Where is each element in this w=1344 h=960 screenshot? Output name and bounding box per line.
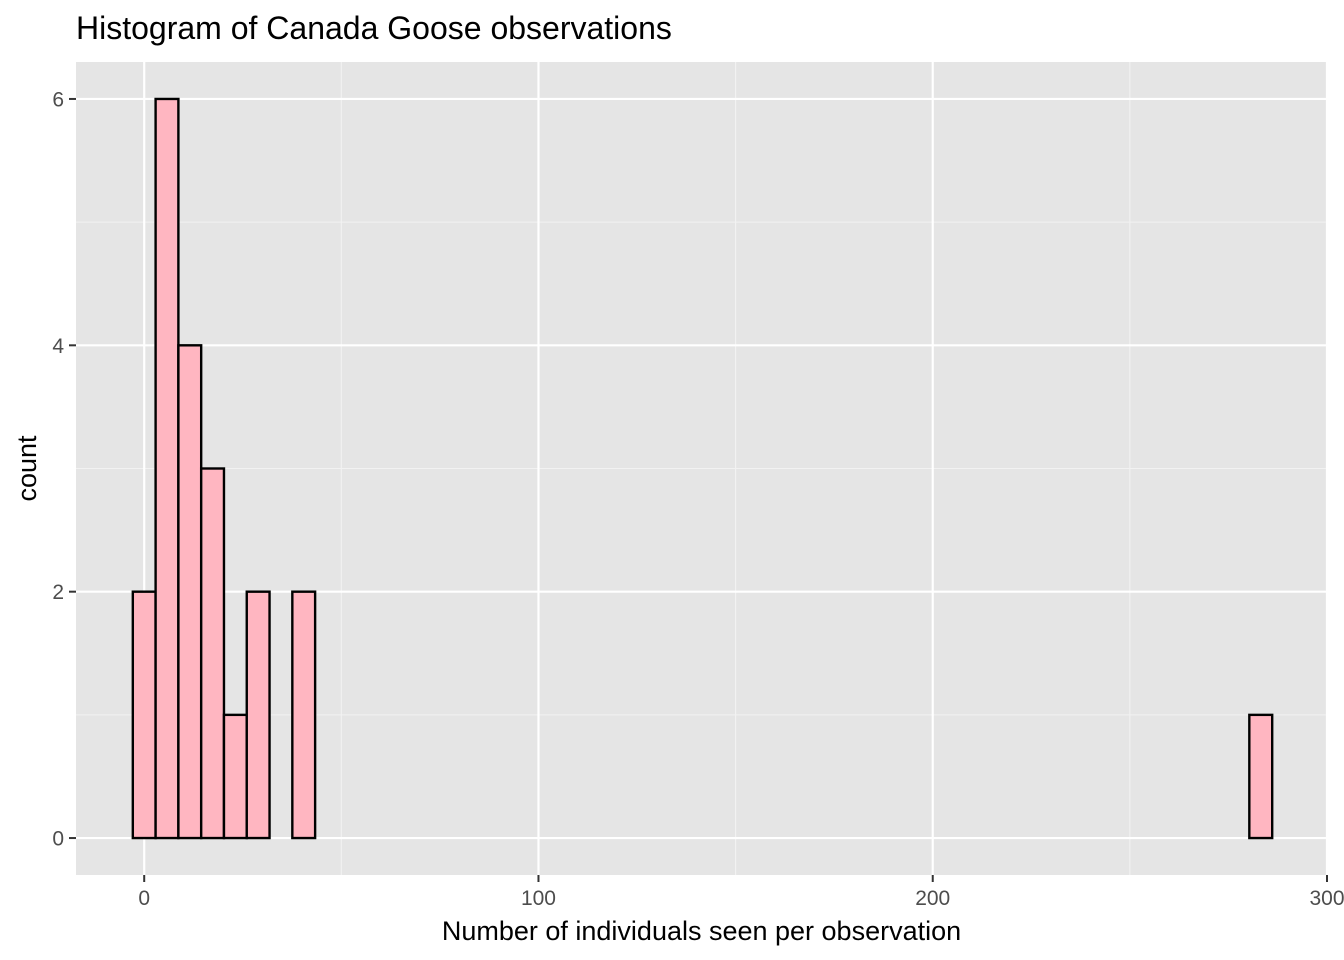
minor-gridlines [76,62,1327,875]
x-axis-ticks: 0 100 200 300 [138,875,1344,910]
x-tick-label: 200 [915,887,950,910]
histogram-bar [199,467,226,840]
chart-title: Histogram of Canada Goose observations [76,10,672,46]
histogram-bar [154,97,180,840]
histogram-bars [131,97,1274,840]
y-axis-title: count [12,435,42,502]
histogram-bar [222,713,248,840]
histogram-bar [1248,713,1274,840]
y-axis-ticks: 0 2 4 6 [52,88,76,851]
y-tick-label: 4 [52,335,64,358]
major-gridlines [76,62,1329,875]
y-tick-label: 6 [52,88,64,111]
y-tick-label: 0 [52,828,64,851]
x-tick-label: 100 [521,887,556,910]
histogram-bar [245,590,271,840]
y-tick-label: 2 [52,581,64,604]
x-axis-title: Number of individuals seen per observati… [442,916,961,946]
x-tick-label: 0 [138,887,150,910]
histogram-bar [131,590,157,840]
histogram-bar [177,344,203,840]
histogram-bar [291,590,317,840]
x-tick-label: 300 [1309,887,1344,910]
